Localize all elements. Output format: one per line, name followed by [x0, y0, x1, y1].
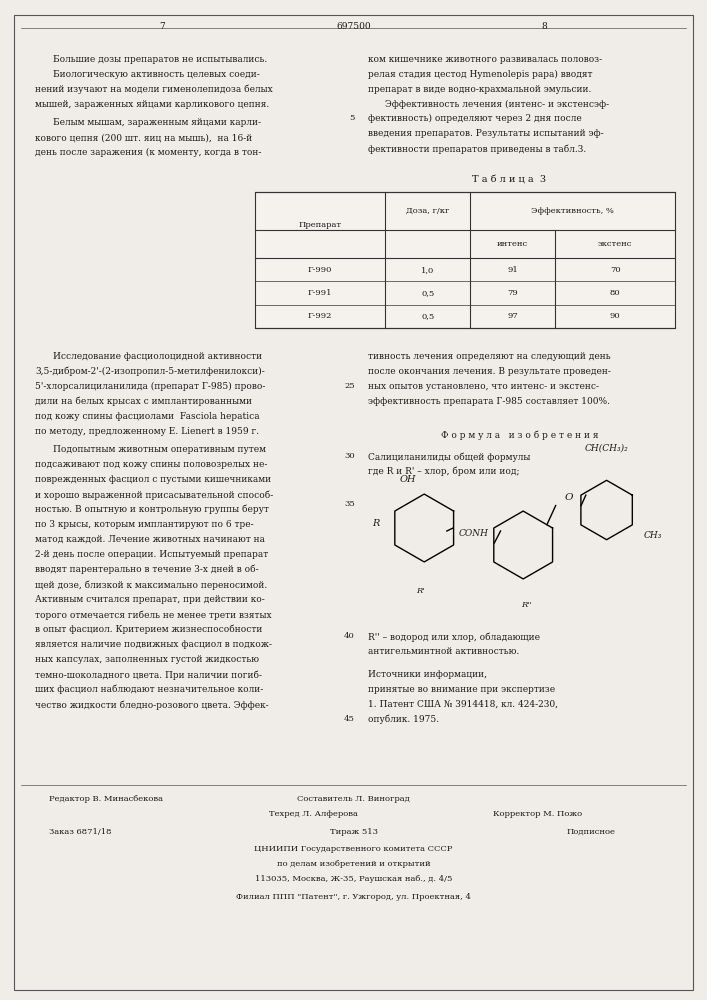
- Text: день после заражения (к моменту, когда в тон-: день после заражения (к моменту, когда в…: [35, 148, 262, 157]
- Text: интенс: интенс: [497, 240, 528, 248]
- Text: 25: 25: [344, 382, 355, 390]
- Text: 40: 40: [344, 632, 355, 640]
- Text: Эффективность, %: Эффективность, %: [531, 207, 614, 215]
- Text: ных капсулах, заполненных густой жидкостью: ных капсулах, заполненных густой жидкост…: [35, 655, 259, 664]
- Text: Подопытным животным оперативным путем: Подопытным животным оперативным путем: [53, 445, 266, 454]
- Text: матод каждой. Лечение животных начинают на: матод каждой. Лечение животных начинают …: [35, 535, 265, 544]
- Text: Тираж 513: Тираж 513: [329, 828, 378, 836]
- Text: 35: 35: [344, 500, 355, 508]
- Text: фективности препаратов приведены в табл.3.: фективности препаратов приведены в табл.…: [368, 144, 586, 153]
- Text: 1,0: 1,0: [421, 266, 434, 274]
- Text: фективность) определяют через 2 дня после: фективность) определяют через 2 дня посл…: [368, 114, 581, 123]
- Text: Подписное: Подписное: [566, 828, 615, 836]
- Text: чество жидкости бледно-розового цвета. Эффек-: чество жидкости бледно-розового цвета. Э…: [35, 700, 269, 710]
- Text: Салициланилиды общей формулы: Салициланилиды общей формулы: [368, 452, 530, 462]
- Text: 0,5: 0,5: [421, 289, 434, 297]
- Text: 80: 80: [609, 289, 621, 297]
- Text: поврежденных фасциол с пустыми кишечниками: поврежденных фасциол с пустыми кишечника…: [35, 475, 271, 484]
- Text: Филиал ППП "Патент", г. Ужгород, ул. Проектная, 4: Филиал ППП "Патент", г. Ужгород, ул. Про…: [236, 893, 471, 901]
- Text: ших фасциол наблюдают незначительное коли-: ших фасциол наблюдают незначительное кол…: [35, 685, 264, 694]
- Text: Доза, г/кг: Доза, г/кг: [406, 207, 450, 215]
- Text: Г-990: Г-990: [308, 266, 332, 274]
- Text: Техред Л. Алферова: Техред Л. Алферова: [269, 810, 358, 818]
- Text: Корректор М. Пожо: Корректор М. Пожо: [493, 810, 582, 818]
- Text: введения препаратов. Результаты испытаний эф-: введения препаратов. Результаты испытани…: [368, 129, 603, 138]
- Text: Редактор В. Минасбекова: Редактор В. Минасбекова: [49, 795, 163, 803]
- Text: Ф о р м у л а   и з о б р е т е н и я: Ф о р м у л а и з о б р е т е н и я: [441, 430, 598, 440]
- Bar: [255, 192, 675, 328]
- Text: щей дозе, близкой к максимально переносимой.: щей дозе, близкой к максимально переноси…: [35, 580, 268, 589]
- Text: экстенс: экстенс: [598, 240, 632, 248]
- Text: CH(CH₃)₂: CH(CH₃)₂: [585, 443, 629, 452]
- Text: 30: 30: [344, 452, 355, 460]
- Text: Т а б л и ц а  3: Т а б л и ц а 3: [472, 175, 546, 184]
- Text: 113035, Москва, Ж-35, Раушская наб., д. 4/5: 113035, Москва, Ж-35, Раушская наб., д. …: [255, 875, 452, 883]
- Text: ЦНИИПИ Государственного комитета СССР: ЦНИИПИ Государственного комитета СССР: [255, 845, 452, 853]
- Text: 1. Патент США № 3914418, кл. 424-230,: 1. Патент США № 3914418, кл. 424-230,: [368, 700, 558, 709]
- Text: Препарат: Препарат: [298, 221, 341, 229]
- Text: 2-й день после операции. Испытуемый препарат: 2-й день после операции. Испытуемый преп…: [35, 550, 269, 559]
- Text: R'': R'': [521, 601, 532, 609]
- Text: тивность лечения определяют на следующий день: тивность лечения определяют на следующий…: [368, 352, 610, 361]
- Text: 91: 91: [507, 266, 518, 274]
- Text: Биологическую активность целевых соеди-: Биологическую активность целевых соеди-: [53, 70, 259, 79]
- Text: OH: OH: [399, 475, 416, 484]
- Text: ных опытов установлено, что интенс- и экстенс-: ных опытов установлено, что интенс- и эк…: [368, 382, 599, 391]
- Text: нений изучают на модели гименолепидоза белых: нений изучают на модели гименолепидоза б…: [35, 85, 273, 95]
- Text: дили на белых крысах с имплантированными: дили на белых крысах с имплантированными: [35, 397, 252, 406]
- Text: 8: 8: [542, 22, 547, 31]
- Text: R': R': [416, 587, 425, 595]
- Text: антигельминтной активностью.: антигельминтной активностью.: [368, 647, 519, 656]
- Text: под кожу спины фасциолами  Fasciola hepatica: под кожу спины фасциолами Fasciola hepat…: [35, 412, 260, 421]
- Text: эффективность препарата Г-985 составляет 100%.: эффективность препарата Г-985 составляет…: [368, 397, 609, 406]
- Text: ностью. В опытную и контрольную группы берут: ностью. В опытную и контрольную группы б…: [35, 505, 269, 514]
- Text: O: O: [564, 493, 573, 502]
- Text: 97: 97: [507, 312, 518, 320]
- Text: после окончания лечения. В результате проведен-: после окончания лечения. В результате пр…: [368, 367, 611, 376]
- Text: Активным считался препарат, при действии ко-: Активным считался препарат, при действии…: [35, 595, 265, 604]
- Text: вводят парентерально в течение 3-х дней в об-: вводят парентерально в течение 3-х дней …: [35, 565, 259, 574]
- Text: R'' – водород или хлор, обладающие: R'' – водород или хлор, обладающие: [368, 632, 539, 642]
- Text: и хорошо выраженной присасывательной способ-: и хорошо выраженной присасывательной спо…: [35, 490, 274, 499]
- Text: Исследование фасциолоцидной активности: Исследование фасциолоцидной активности: [53, 352, 262, 361]
- Text: CONH: CONH: [459, 528, 489, 538]
- Text: 90: 90: [609, 312, 621, 320]
- Text: ком кишечнике животного развивалась половоз-: ком кишечнике животного развивалась поло…: [368, 55, 602, 64]
- Text: Белым мышам, зараженным яйцами карли-: Белым мышам, зараженным яйцами карли-: [53, 118, 261, 127]
- Text: 5: 5: [349, 114, 355, 122]
- Text: Составитель Л. Виноград: Составитель Л. Виноград: [297, 795, 410, 803]
- Text: 7: 7: [160, 22, 165, 31]
- Text: по делам изобретений и открытий: по делам изобретений и открытий: [276, 860, 431, 868]
- Text: Г-991: Г-991: [308, 289, 332, 297]
- Text: 45: 45: [344, 715, 355, 723]
- Text: 697500: 697500: [337, 22, 370, 31]
- Text: препарат в виде водно-крахмальной эмульсии.: препарат в виде водно-крахмальной эмульс…: [368, 85, 591, 94]
- Text: Г-992: Г-992: [308, 312, 332, 320]
- Text: Большие дозы препаратов не испытывались.: Большие дозы препаратов не испытывались.: [53, 55, 267, 64]
- Text: темно-шоколадного цвета. При наличии погиб-: темно-шоколадного цвета. При наличии пог…: [35, 670, 262, 680]
- Text: Эффективность лечения (интенс- и экстенсэф-: Эффективность лечения (интенс- и экстенс…: [385, 100, 609, 109]
- Text: Заказ 6871/18: Заказ 6871/18: [49, 828, 112, 836]
- Text: в опыт фасциол. Критерием жизнеспособности: в опыт фасциол. Критерием жизнеспособнос…: [35, 625, 263, 635]
- Text: 3,5-дибром-2'-(2-изопропил-5-метилфенилокси)-: 3,5-дибром-2'-(2-изопропил-5-метилфенило…: [35, 367, 265, 376]
- Text: опублик. 1975.: опублик. 1975.: [368, 715, 439, 724]
- Text: является наличие подвижных фасциол в подкож-: является наличие подвижных фасциол в под…: [35, 640, 272, 649]
- Text: CH₃: CH₃: [643, 530, 662, 540]
- Text: Источники информации,: Источники информации,: [368, 670, 486, 679]
- Text: кового цепня (200 шт. яиц на мышь),  на 16-й: кового цепня (200 шт. яиц на мышь), на 1…: [35, 133, 252, 142]
- Text: принятые во внимание при экспертизе: принятые во внимание при экспертизе: [368, 685, 555, 694]
- Text: по методу, предложенному Е. Lienert в 1959 г.: по методу, предложенному Е. Lienert в 19…: [35, 427, 259, 436]
- Text: R: R: [373, 518, 380, 528]
- Text: подсаживают под кожу спины половозрелых не-: подсаживают под кожу спины половозрелых …: [35, 460, 268, 469]
- Text: 5'-хлорсалициланилида (препарат Г-985) прово-: 5'-хлорсалициланилида (препарат Г-985) п…: [35, 382, 266, 391]
- Text: 0,5: 0,5: [421, 312, 434, 320]
- Text: 79: 79: [507, 289, 518, 297]
- Text: где R и R' – хлор, бром или иод;: где R и R' – хлор, бром или иод;: [368, 467, 519, 477]
- Text: мышей, зараженных яйцами карликового цепня.: мышей, зараженных яйцами карликового цеп…: [35, 100, 269, 109]
- Text: релая стадия цестод Hymenolepis papa) вводят: релая стадия цестод Hymenolepis papa) вв…: [368, 70, 592, 79]
- Text: 70: 70: [609, 266, 621, 274]
- Text: по 3 крысы, которым имплантируют по 6 тре-: по 3 крысы, которым имплантируют по 6 тр…: [35, 520, 254, 529]
- Text: торого отмечается гибель не менее трети взятых: торого отмечается гибель не менее трети …: [35, 610, 272, 619]
